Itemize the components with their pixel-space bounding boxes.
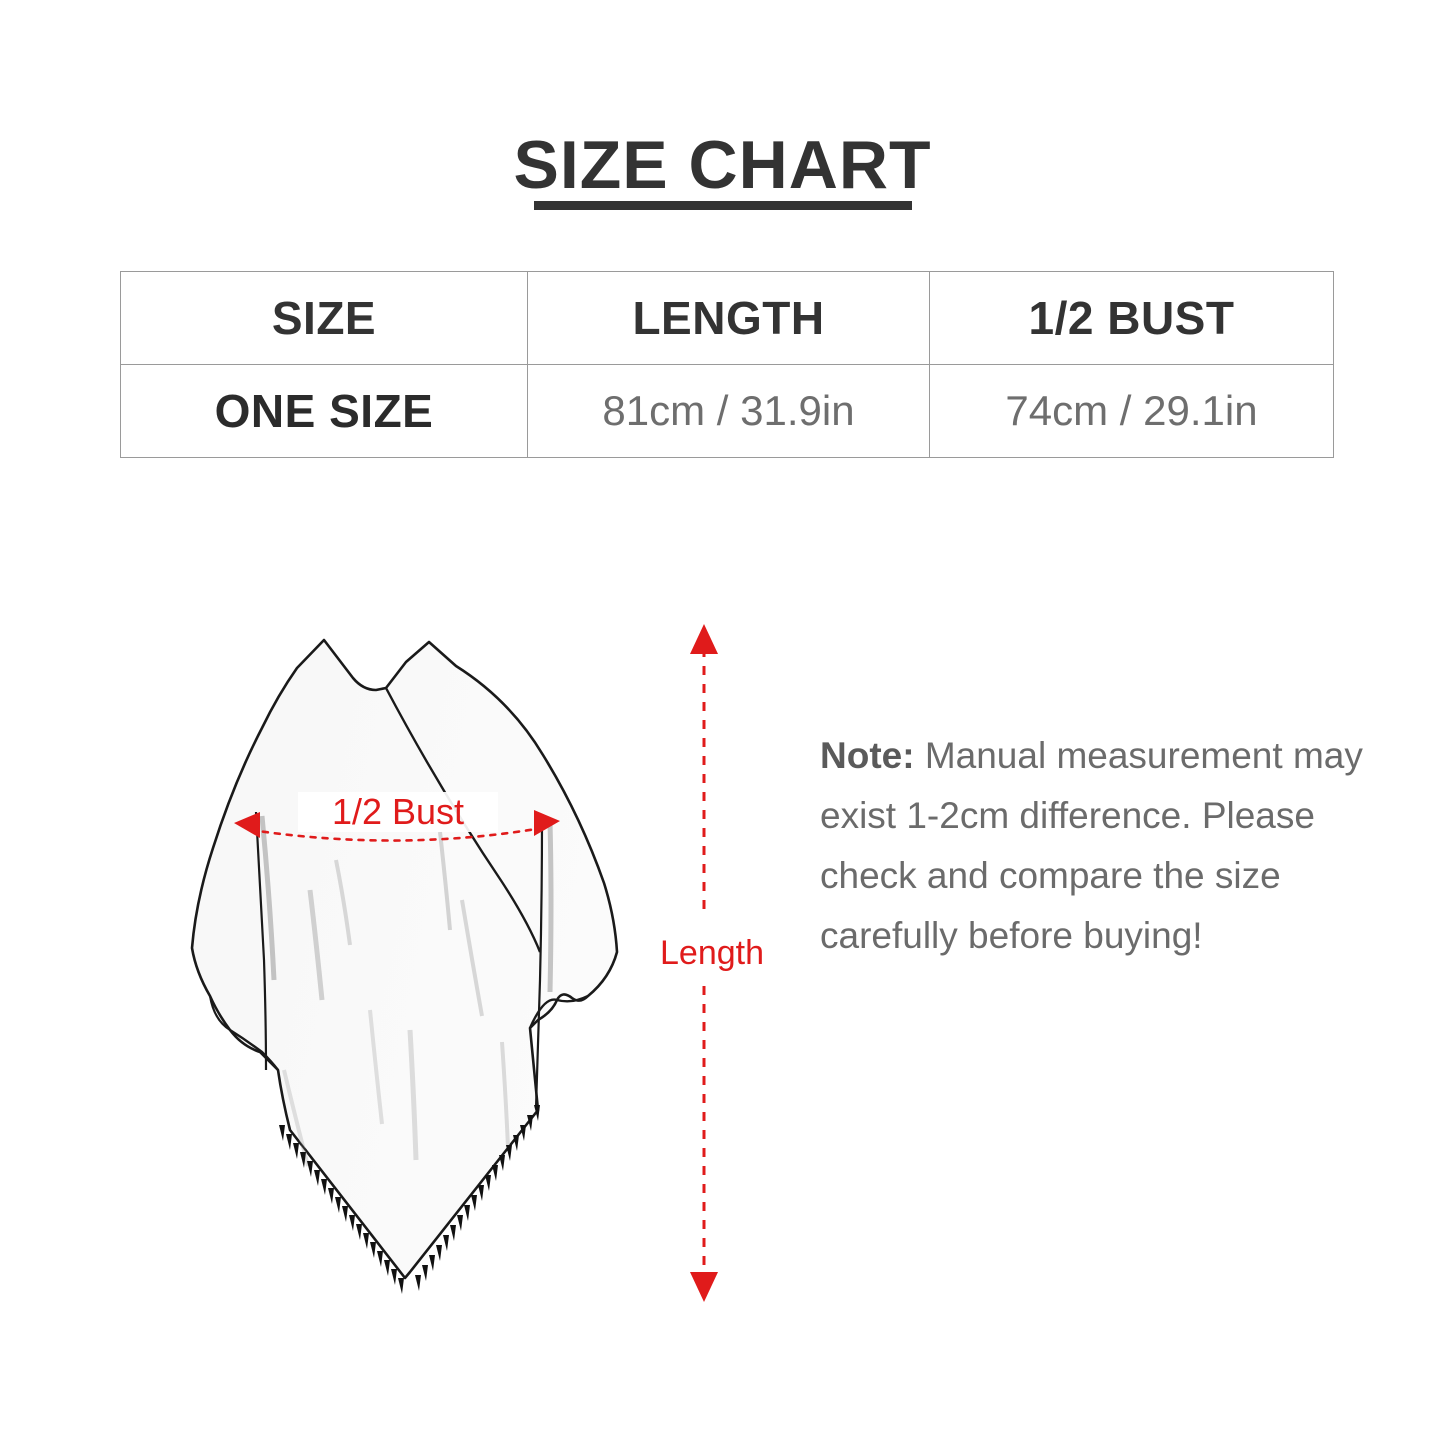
half-bust-label: 1/2 Bust (332, 791, 464, 832)
page-title: SIZE CHART (0, 127, 1445, 203)
right-side-fold (534, 817, 544, 1109)
header-cell-length: LENGTH (527, 271, 930, 365)
title-underline (534, 201, 912, 210)
right-cuff-edge (528, 994, 589, 1029)
poncho-body (190, 638, 619, 1280)
wrap-seam (384, 687, 542, 953)
tassel-fringe (279, 1105, 540, 1294)
length-arrow-up-icon (690, 624, 718, 654)
half-bust-dimension: 1/2 Bust (234, 791, 560, 842)
half-bust-label-backdrop (298, 792, 498, 832)
left-cuff-edge (229, 1028, 279, 1071)
left-side-shadow (259, 815, 277, 981)
cell-bust-value: 74cm / 29.1in (929, 364, 1334, 458)
hem-band-left (289, 1129, 406, 1279)
header-cell-size: SIZE (120, 271, 528, 365)
header-cell-bust: 1/2 BUST (929, 271, 1334, 365)
length-dimension-svg (690, 624, 718, 1302)
note-prefix: Note: (820, 735, 915, 776)
length-dimension: Length (640, 618, 810, 1308)
cell-size-value: ONE SIZE (120, 364, 528, 458)
half-bust-dashed-line (249, 826, 544, 842)
table-row: ONE SIZE 81cm / 31.9in 74cm / 29.1in (120, 364, 1334, 458)
note-body: Manual measurement may exist 1-2cm diffe… (820, 735, 1363, 956)
garment-illustration: 1/2 Bust (190, 638, 619, 1294)
left-cuff-inner (208, 995, 231, 1031)
left-side-fold (254, 811, 268, 1071)
half-bust-arrow-left-icon (234, 812, 260, 838)
table-header-row: SIZE LENGTH 1/2 BUST (120, 271, 1334, 365)
right-side-shadow (547, 821, 554, 993)
page-title-text: SIZE CHART (513, 127, 932, 203)
half-bust-arrow-right-icon (534, 810, 560, 836)
note-block: Note: Manual measurement may exist 1-2cm… (820, 726, 1390, 966)
cell-length-value: 81cm / 31.9in (527, 364, 930, 458)
length-label: Length (660, 934, 764, 972)
size-table: SIZE LENGTH 1/2 BUST ONE SIZE 81cm / 31.… (120, 271, 1334, 458)
fabric-drape-folds (282, 831, 510, 1167)
length-arrow-down-icon (690, 1272, 718, 1302)
